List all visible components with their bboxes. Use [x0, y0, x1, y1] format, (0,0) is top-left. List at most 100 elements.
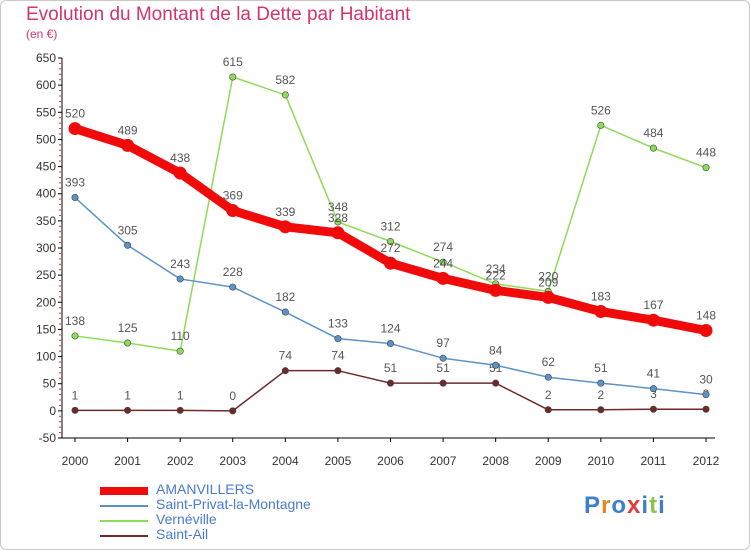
y-tick-label: 450: [36, 160, 56, 174]
data-label: 138: [65, 314, 85, 328]
data-label: 312: [380, 219, 400, 233]
data-point: [699, 324, 713, 338]
data-point: [492, 379, 500, 387]
data-label: 209: [538, 275, 558, 289]
y-tick-label: 500: [36, 132, 56, 146]
y-tick-label: 50: [43, 377, 57, 391]
data-label: 348: [328, 200, 348, 214]
data-label: 41: [647, 367, 661, 381]
data-point: [649, 144, 657, 152]
chart-title: Evolution du Montant de la Dette par Hab…: [26, 4, 411, 25]
data-point: [331, 226, 345, 240]
data-point: [384, 256, 397, 270]
legend-label: Saint-Ail: [156, 526, 209, 542]
y-tick-label: 350: [36, 214, 56, 228]
data-label: 484: [643, 126, 663, 140]
data-point: [176, 347, 184, 355]
data-label: 51: [436, 361, 450, 375]
data-label: 393: [65, 176, 85, 190]
y-tick-label: 100: [36, 350, 56, 364]
y-tick-label: 600: [36, 78, 56, 92]
data-point: [439, 379, 447, 387]
data-point: [124, 406, 132, 414]
data-point: [597, 121, 605, 129]
x-tick-label: 2001: [114, 454, 141, 468]
data-label: 62: [542, 355, 556, 369]
data-point: [386, 237, 394, 245]
data-point: [597, 379, 605, 387]
y-tick-label: 250: [36, 268, 56, 282]
data-label: 182: [275, 290, 295, 304]
data-label: 448: [696, 146, 716, 160]
data-point: [489, 283, 503, 297]
data-label: 339: [275, 205, 295, 219]
data-point: [649, 405, 657, 413]
x-tick-label: 2000: [62, 454, 89, 468]
data-point: [278, 220, 292, 234]
data-label: 272: [380, 241, 400, 255]
data-label: 183: [591, 290, 611, 304]
data-point: [386, 379, 394, 387]
data-point: [334, 335, 342, 343]
data-label: 582: [275, 73, 295, 87]
x-tick-label: 2005: [325, 454, 352, 468]
data-label: 1: [124, 388, 131, 402]
data-point: [544, 373, 552, 381]
data-point: [492, 361, 500, 369]
legend-swatch: [100, 535, 148, 537]
data-label: 234: [486, 262, 506, 276]
data-point: [436, 271, 450, 285]
y-tick-label: 0: [49, 404, 56, 418]
data-point: [226, 204, 240, 218]
x-tick-label: 2004: [272, 454, 299, 468]
data-label: 438: [170, 151, 190, 165]
y-tick-label: 650: [36, 51, 56, 65]
x-tick-label: 2009: [535, 454, 562, 468]
data-point: [594, 305, 608, 319]
data-label: 0: [229, 389, 236, 403]
data-point: [649, 385, 657, 393]
data-label: 1: [72, 388, 79, 402]
data-label: 2: [545, 388, 552, 402]
data-point: [71, 332, 79, 340]
data-label: 148: [696, 309, 716, 323]
y-tick-label: 150: [36, 322, 56, 336]
data-label: 489: [118, 123, 138, 137]
data-label: 30: [699, 373, 713, 387]
data-point: [702, 164, 710, 172]
data-point: [68, 122, 82, 136]
data-point: [702, 391, 710, 399]
legend-swatch: [100, 505, 148, 507]
data-label: 133: [328, 317, 348, 331]
data-point: [544, 406, 552, 414]
y-tick-label: 300: [36, 241, 56, 255]
data-point: [176, 275, 184, 283]
data-label: 369: [223, 189, 243, 203]
data-label: 124: [380, 322, 400, 336]
data-label: 274: [433, 240, 453, 254]
x-tick-label: 2011: [641, 454, 667, 468]
legend-swatch: [100, 520, 148, 522]
data-point: [334, 218, 342, 226]
y-tick-label: -50: [39, 431, 57, 445]
x-tick-label: 2002: [167, 454, 194, 468]
data-label: 520: [65, 107, 85, 121]
data-label: 526: [591, 103, 611, 117]
data-label: 51: [594, 361, 608, 375]
chart-unit-label: (en €): [26, 27, 58, 41]
data-label: 51: [384, 361, 398, 375]
x-tick-label: 2010: [587, 454, 614, 468]
data-point: [439, 354, 447, 362]
data-point: [173, 166, 187, 180]
data-point: [229, 283, 237, 291]
data-label: 2: [597, 388, 604, 402]
data-label: 305: [118, 223, 138, 237]
data-label: 84: [489, 343, 503, 357]
data-point: [597, 406, 605, 414]
data-label: 328: [328, 211, 348, 225]
data-point: [386, 340, 394, 348]
legend-swatch: [100, 487, 148, 495]
data-point: [281, 91, 289, 99]
data-label: 1: [177, 388, 184, 402]
